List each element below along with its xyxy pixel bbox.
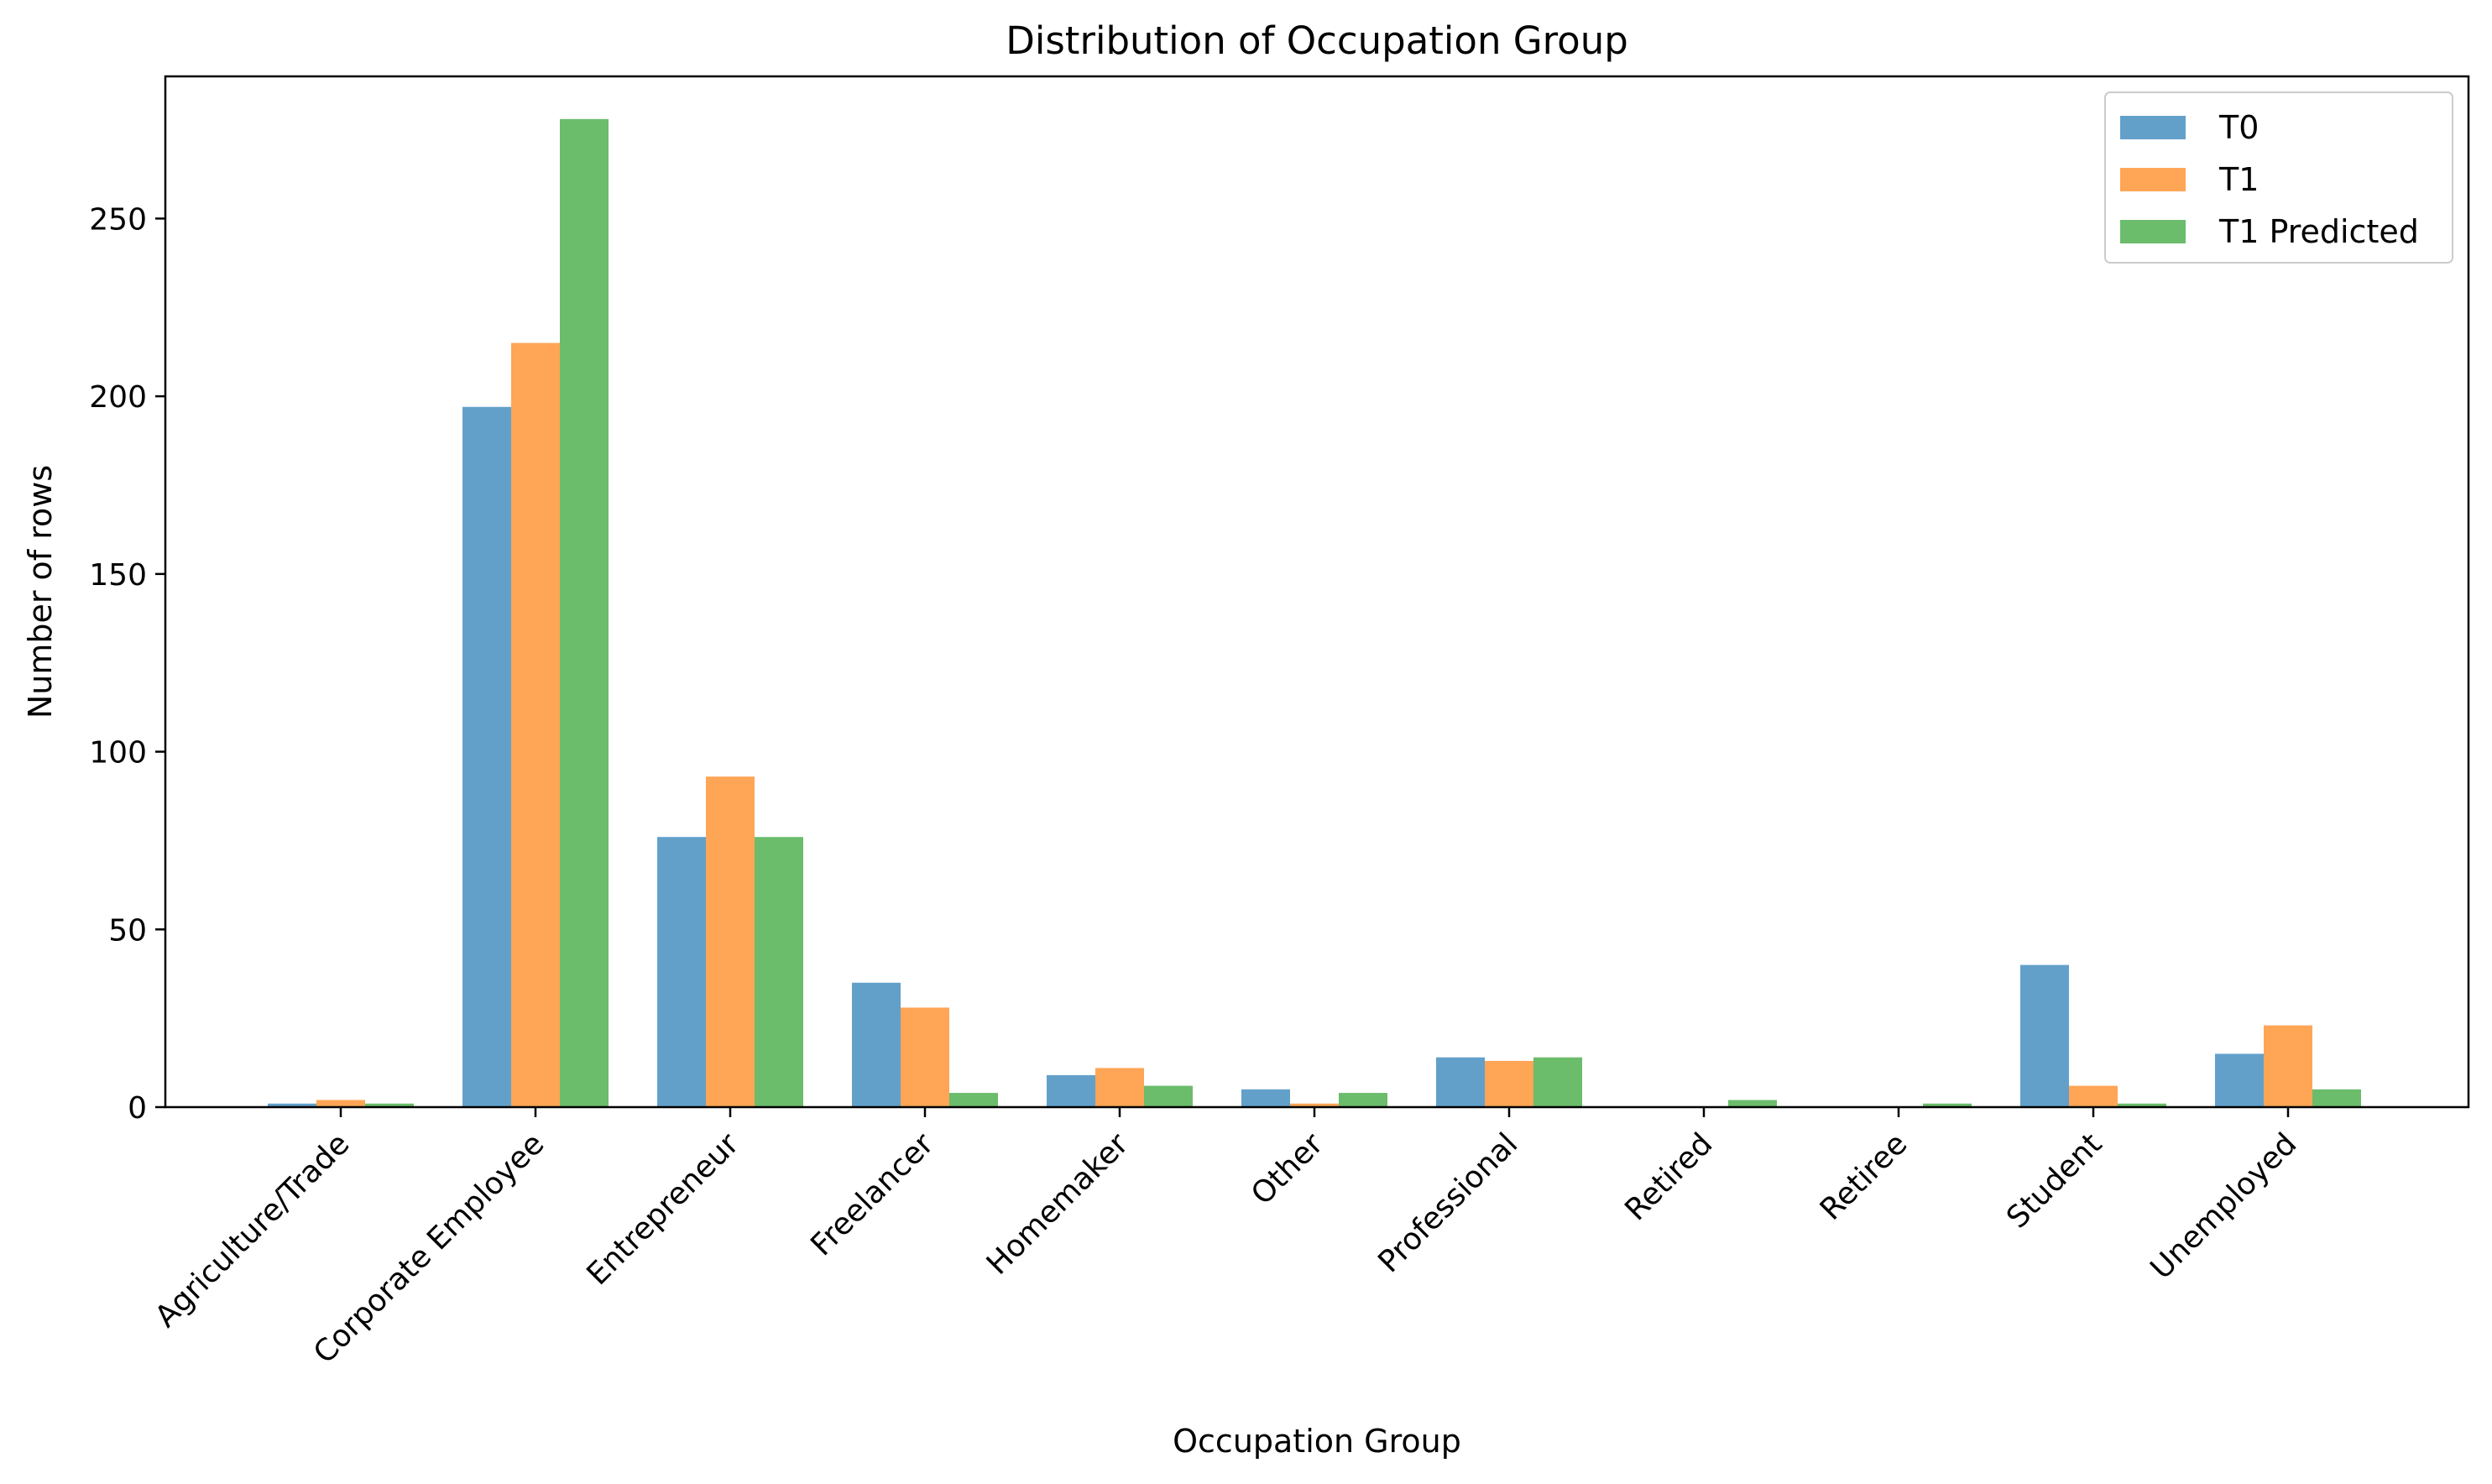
bar-t1-predicted-entrepreneur [755,837,803,1107]
bar-t0-entrepreneur [657,837,706,1107]
legend-label: T1 [2218,161,2259,198]
legend-label: T1 Predicted [2218,213,2419,250]
plot-frame [164,75,2470,1109]
bar-t1-predicted-corporate-employee [560,118,609,1107]
x-tick-label: Professional [1371,1126,1524,1279]
bar-t0-homemaker [1047,1074,1095,1107]
bar-t0-freelancer [852,982,901,1107]
bar-t1-other [1290,1103,1339,1107]
x-tick-label: Retired [1618,1126,1719,1227]
bar-t0-other [1241,1089,1290,1107]
x-tick-label: Freelancer [804,1126,940,1262]
bar-t1-predicted-professional [1533,1057,1582,1107]
bar-t1-predicted-student [2118,1103,2166,1107]
y-tick-label: 200 [89,380,147,415]
bar-t1-professional [1485,1060,1533,1107]
bar-t1-freelancer [901,1007,949,1107]
y-tick-label: 250 [89,202,147,237]
bar-t0-corporate-employee [462,406,511,1107]
y-tick-label: 150 [89,558,147,593]
y-tick-label: 50 [108,913,147,948]
x-tick-label: Other [1245,1126,1330,1211]
y-axis-label: Number of rows [22,465,59,718]
x-tick-label: Agriculture/Trade [149,1126,356,1334]
bar-t1-predicted-unemployed [2312,1089,2361,1107]
legend-swatch [2120,116,2186,139]
legend-label: T0 [2218,109,2259,146]
bar-t1-student [2069,1085,2118,1107]
legend-swatch [2120,220,2186,243]
bar-t1-predicted-agriculture-trade [365,1103,414,1107]
x-tick-label: Student [2000,1126,2108,1235]
legend-box [2104,91,2453,264]
y-tick-label: 0 [128,1091,147,1126]
bar-t1-predicted-homemaker [1144,1085,1193,1107]
bar-t0-student [2020,964,2069,1107]
bar-t0-unemployed [2215,1053,2264,1107]
bar-t1-entrepreneur [706,776,755,1107]
x-axis-label: Occupation Group [1173,1423,1461,1460]
legend-swatch [2120,168,2186,191]
x-tick-label: Homemaker [980,1126,1136,1282]
bar-t1-homemaker [1095,1068,1144,1107]
chart-title: Distribution of Occupation Group [1006,18,1628,63]
bar-t1-predicted-freelancer [949,1093,998,1107]
bar-t0-professional [1436,1057,1485,1107]
x-tick-label: Unemployed [2144,1126,2303,1286]
x-tick-label: Retiree [1814,1126,1914,1226]
bar-t1-unemployed [2264,1025,2312,1107]
bar-t1-predicted-retiree [1923,1103,1972,1107]
bar-t0-agriculture-trade [268,1103,316,1107]
y-tick-label: 100 [89,736,147,771]
bar-t1-predicted-other [1339,1093,1387,1107]
bar-t1-predicted-retired [1728,1100,1777,1107]
bar-t1-corporate-employee [511,342,560,1108]
legend: T0 T1 T1 Predicted [2104,91,2453,264]
bar-t1-agriculture-trade [316,1100,365,1107]
x-tick-label: Entrepreneur [580,1126,745,1292]
